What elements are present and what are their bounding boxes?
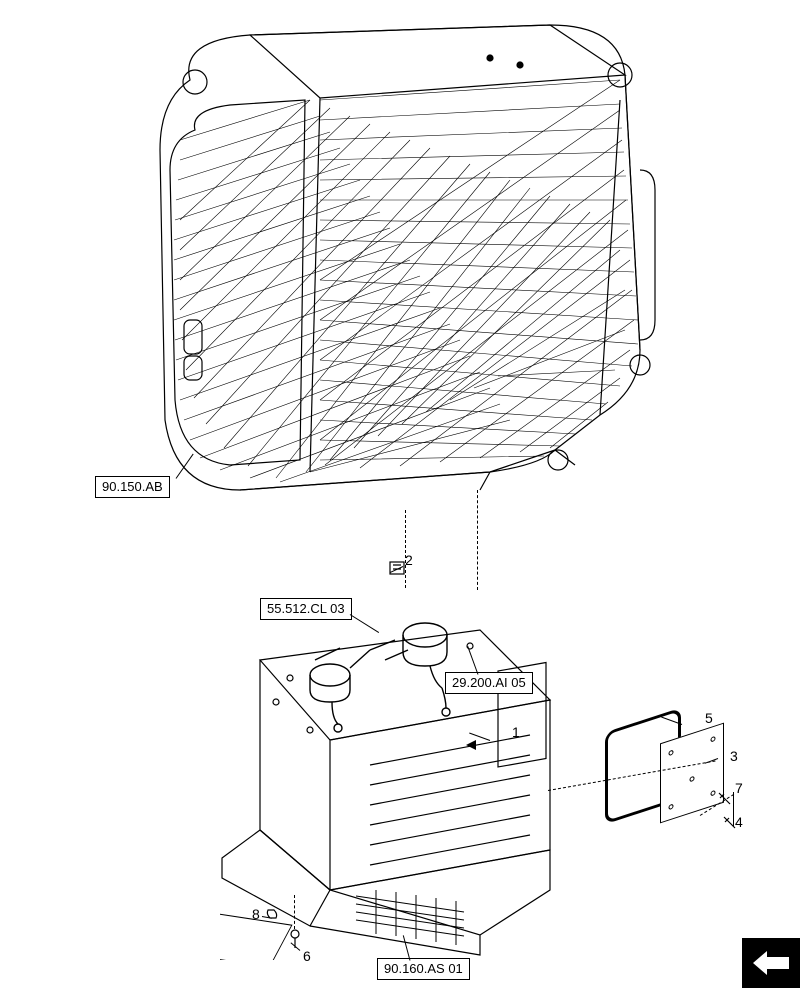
callout-2: 2 xyxy=(405,552,413,568)
ref-label-floor: 90.160.AS 01 xyxy=(377,958,470,980)
leader-7-bracket xyxy=(733,792,734,826)
arrowhead-1 xyxy=(466,740,476,750)
clip-8 xyxy=(264,906,280,922)
nav-back-button[interactable] xyxy=(742,938,800,988)
callout-7: 7 xyxy=(735,780,743,796)
ref-label-text: 29.200.AI 05 xyxy=(452,675,526,690)
callout-3: 3 xyxy=(730,748,738,764)
callout-4: 4 xyxy=(735,814,743,830)
ref-label-hydrostat: 29.200.AI 05 xyxy=(445,672,533,694)
nav-back-icon xyxy=(751,947,791,979)
callout-8: 8 xyxy=(252,906,260,922)
callout-6: 6 xyxy=(303,948,311,964)
ref-label-text: 90.150.AB xyxy=(102,479,163,494)
cab-assembly xyxy=(120,20,660,510)
ref-label-text: 90.160.AS 01 xyxy=(384,961,463,976)
pedestal-assembly xyxy=(220,590,600,960)
assembly-dash-2 xyxy=(477,490,478,590)
ref-label-cab: 90.150.AB xyxy=(95,476,170,498)
callout-1: 1 xyxy=(512,724,520,740)
ref-label-harness: 55.512.CL 03 xyxy=(260,598,352,620)
callout-5: 5 xyxy=(705,710,713,726)
ref-label-text: 55.512.CL 03 xyxy=(267,601,345,616)
diagram-canvas: 90.150.AB 55.512.CL 03 29.200.AI 05 90.1… xyxy=(0,0,812,1000)
explode-dash-bolt xyxy=(294,895,295,929)
